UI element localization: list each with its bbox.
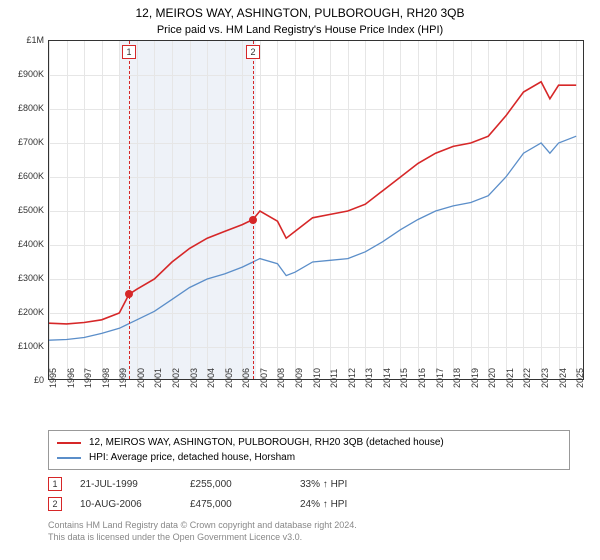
x-axis-label: 2004 (206, 368, 216, 388)
legend-swatch (57, 442, 81, 444)
sale-price: £255,000 (190, 479, 300, 490)
legend-text: 12, MEIROS WAY, ASHINGTON, PULBOROUGH, R… (89, 437, 444, 448)
y-axis-label: £700K (0, 137, 44, 147)
sale-point-dot (249, 216, 257, 224)
sale-row-marker: 2 (48, 497, 62, 511)
sale-date: 21-JUL-1999 (80, 479, 190, 490)
x-axis-label: 1995 (48, 368, 58, 388)
y-axis-label: £200K (0, 307, 44, 317)
sale-row: 2 10-AUG-2006£475,00024% ↑ HPI (48, 494, 410, 514)
x-axis-label: 2020 (487, 368, 497, 388)
x-axis-label: 2010 (312, 368, 322, 388)
x-axis-label: 2023 (540, 368, 550, 388)
sale-marker-line (129, 41, 130, 379)
x-axis-label: 2005 (224, 368, 234, 388)
legend-text: HPI: Average price, detached house, Hors… (89, 452, 295, 463)
y-axis-label: £0 (0, 375, 44, 385)
x-axis-label: 1996 (66, 368, 76, 388)
page-title: 12, MEIROS WAY, ASHINGTON, PULBOROUGH, R… (0, 0, 600, 20)
x-axis-label: 2006 (241, 368, 251, 388)
legend: 12, MEIROS WAY, ASHINGTON, PULBOROUGH, R… (48, 430, 570, 470)
legend-swatch (57, 457, 81, 459)
x-axis-label: 2016 (417, 368, 427, 388)
chart: 12 £0£100K£200K£300K£400K£500K£600K£700K… (48, 40, 584, 400)
x-axis-label: 2002 (171, 368, 181, 388)
x-axis-label: 1997 (83, 368, 93, 388)
x-axis-label: 2018 (452, 368, 462, 388)
sale-delta: 24% ↑ HPI (300, 499, 410, 510)
sale-date: 10-AUG-2006 (80, 499, 190, 510)
footer-line-2: This data is licensed under the Open Gov… (48, 532, 357, 544)
y-axis-label: £1M (0, 35, 44, 45)
footer-line-1: Contains HM Land Registry data © Crown c… (48, 520, 357, 532)
x-axis-label: 2007 (259, 368, 269, 388)
x-axis-label: 2024 (558, 368, 568, 388)
x-axis-label: 2022 (522, 368, 532, 388)
x-axis-label: 2014 (382, 368, 392, 388)
x-axis-label: 2012 (347, 368, 357, 388)
x-axis-label: 2019 (470, 368, 480, 388)
sale-marker-line (253, 41, 254, 379)
sale-point-dot (125, 290, 133, 298)
x-axis-label: 2000 (136, 368, 146, 388)
x-axis-label: 2015 (399, 368, 409, 388)
x-axis-label: 1999 (118, 368, 128, 388)
sales-table: 1 21-JUL-1999£255,00033% ↑ HPI 2 10-AUG-200… (48, 474, 410, 514)
x-axis-label: 1998 (101, 368, 111, 388)
y-axis-label: £400K (0, 239, 44, 249)
legend-row: 12, MEIROS WAY, ASHINGTON, PULBOROUGH, R… (57, 435, 561, 450)
x-axis-label: 2009 (294, 368, 304, 388)
y-axis-label: £100K (0, 341, 44, 351)
sale-price: £475,000 (190, 499, 300, 510)
x-axis-label: 2008 (276, 368, 286, 388)
sale-row: 1 21-JUL-1999£255,00033% ↑ HPI (48, 474, 410, 494)
x-axis-label: 2021 (505, 368, 515, 388)
x-axis-label: 2013 (364, 368, 374, 388)
sale-delta: 33% ↑ HPI (300, 479, 410, 490)
legend-row: HPI: Average price, detached house, Hors… (57, 450, 561, 465)
y-axis-label: £500K (0, 205, 44, 215)
x-axis-label: 2017 (435, 368, 445, 388)
x-axis-label: 2003 (189, 368, 199, 388)
x-axis-label: 2025 (575, 368, 585, 388)
sale-marker-box: 2 (246, 45, 260, 59)
plot-area: 12 (48, 40, 584, 380)
page-subtitle: Price paid vs. HM Land Registry's House … (0, 20, 600, 40)
sale-marker-box: 1 (122, 45, 136, 59)
x-axis-label: 2001 (153, 368, 163, 388)
y-axis-label: £300K (0, 273, 44, 283)
footer: Contains HM Land Registry data © Crown c… (48, 520, 357, 543)
y-axis-label: £600K (0, 171, 44, 181)
x-axis-label: 2011 (329, 369, 339, 388)
sale-row-marker: 1 (48, 477, 62, 491)
y-axis-label: £800K (0, 103, 44, 113)
y-axis-label: £900K (0, 69, 44, 79)
